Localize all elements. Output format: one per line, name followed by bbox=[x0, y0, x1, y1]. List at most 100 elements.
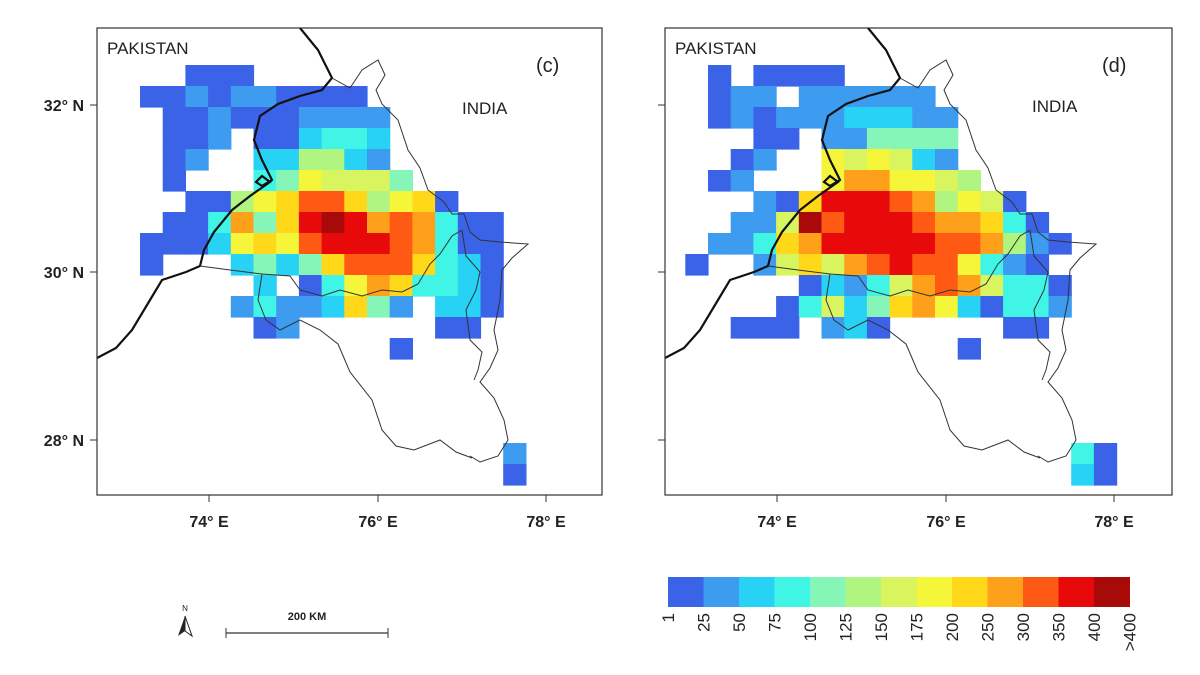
grid-cell bbox=[844, 254, 868, 276]
grid-cell bbox=[980, 296, 1004, 318]
grid-cell bbox=[753, 191, 777, 213]
grid-cell bbox=[162, 149, 186, 171]
grid-cell bbox=[1071, 443, 1095, 465]
grid-cell bbox=[321, 107, 345, 129]
grid-cell bbox=[1025, 233, 1050, 255]
grid-cell bbox=[866, 170, 891, 192]
grid-cell bbox=[503, 464, 527, 486]
grid-cell bbox=[389, 338, 413, 360]
legend-swatch bbox=[668, 577, 704, 607]
grid-cell bbox=[935, 233, 959, 255]
legend-swatch bbox=[987, 577, 1024, 607]
grid-cell bbox=[753, 233, 777, 255]
grid-cell bbox=[866, 296, 891, 318]
grid-cell bbox=[253, 254, 277, 276]
grid-cell bbox=[457, 233, 482, 255]
grid-cell bbox=[298, 86, 323, 108]
grid-cell bbox=[730, 149, 754, 171]
grid-cell bbox=[367, 149, 391, 171]
grid-cell bbox=[798, 86, 823, 108]
grid-cell bbox=[480, 275, 504, 297]
grid-cell bbox=[889, 149, 913, 171]
grid-cell bbox=[889, 296, 913, 318]
grid-cell bbox=[844, 149, 868, 171]
grid-cell bbox=[776, 65, 800, 87]
grid-cell bbox=[344, 86, 368, 108]
grid-cell bbox=[935, 128, 959, 150]
grid-cell bbox=[776, 317, 800, 339]
grid-cell bbox=[276, 233, 300, 255]
grid-cell bbox=[1003, 317, 1027, 339]
grid-cell bbox=[912, 212, 936, 234]
map-frame-c bbox=[96, 27, 603, 496]
grid-cell bbox=[457, 296, 482, 318]
grid-cell bbox=[457, 317, 482, 339]
grid-cell bbox=[889, 170, 913, 192]
grid-cell bbox=[457, 275, 482, 297]
grid-cell bbox=[912, 170, 936, 192]
grid-cell bbox=[480, 212, 504, 234]
grid-cell bbox=[344, 149, 368, 171]
legend-label: 200 bbox=[943, 613, 962, 641]
grid-cell bbox=[821, 296, 845, 318]
grid-cell bbox=[798, 212, 823, 234]
grid-cell bbox=[230, 65, 255, 87]
grid-cell bbox=[821, 86, 845, 108]
grid-cell bbox=[866, 107, 891, 129]
grid-cell bbox=[844, 275, 868, 297]
grid-cell bbox=[412, 233, 436, 255]
grid-cell bbox=[253, 128, 277, 150]
grid-cell bbox=[253, 233, 277, 255]
grid-cell bbox=[185, 212, 209, 234]
grid-cell bbox=[935, 254, 959, 276]
grid-cell bbox=[935, 275, 959, 297]
grid-cell bbox=[276, 317, 300, 339]
legend-label: 250 bbox=[979, 613, 998, 641]
svg-text:N: N bbox=[182, 604, 188, 613]
grid-cell bbox=[866, 149, 891, 171]
grid-cell bbox=[776, 233, 800, 255]
grid-cell bbox=[253, 296, 277, 318]
x-tick-label: 74° E bbox=[757, 514, 797, 531]
legend-swatch bbox=[1058, 577, 1095, 607]
grid-cell bbox=[957, 275, 981, 297]
legend-label: 175 bbox=[908, 613, 927, 641]
panel-d: PAKISTAN INDIA (d) bbox=[663, 26, 1173, 496]
grid-cell bbox=[1093, 443, 1118, 465]
grid-cell bbox=[162, 233, 186, 255]
grid-cell bbox=[912, 275, 936, 297]
grid-cell bbox=[1025, 317, 1050, 339]
grid-cell bbox=[821, 233, 845, 255]
legend-swatch bbox=[739, 577, 775, 607]
grid-cell bbox=[753, 254, 777, 276]
grid-cell bbox=[298, 170, 323, 192]
grid-cell bbox=[208, 86, 232, 108]
grid-cell bbox=[957, 338, 981, 360]
grid-cell bbox=[1048, 233, 1072, 255]
grid-cell bbox=[844, 317, 868, 339]
grid-cell bbox=[276, 128, 300, 150]
panel-c: PAKISTAN INDIA (c) bbox=[95, 26, 603, 496]
grid-cell bbox=[230, 107, 255, 129]
grid-cell bbox=[708, 86, 732, 108]
grid-cell bbox=[230, 233, 255, 255]
grid-cell bbox=[753, 212, 777, 234]
grid-cell bbox=[367, 212, 391, 234]
grid-cell bbox=[367, 191, 391, 213]
grid-cell bbox=[866, 128, 891, 150]
grid-cell bbox=[185, 86, 209, 108]
grid-cell bbox=[162, 86, 186, 108]
grid-cell bbox=[367, 128, 391, 150]
grid-cell bbox=[1003, 191, 1027, 213]
grid-cell bbox=[321, 275, 345, 297]
grid-cell bbox=[321, 296, 345, 318]
y-tick-label: 30° N bbox=[44, 265, 84, 282]
grid-cell bbox=[321, 149, 345, 171]
grid-cell bbox=[753, 317, 777, 339]
grid-cell bbox=[321, 86, 345, 108]
grid-cell bbox=[1003, 275, 1027, 297]
grid-cell bbox=[821, 170, 845, 192]
grid-cell bbox=[276, 170, 300, 192]
grid-cell bbox=[730, 317, 754, 339]
